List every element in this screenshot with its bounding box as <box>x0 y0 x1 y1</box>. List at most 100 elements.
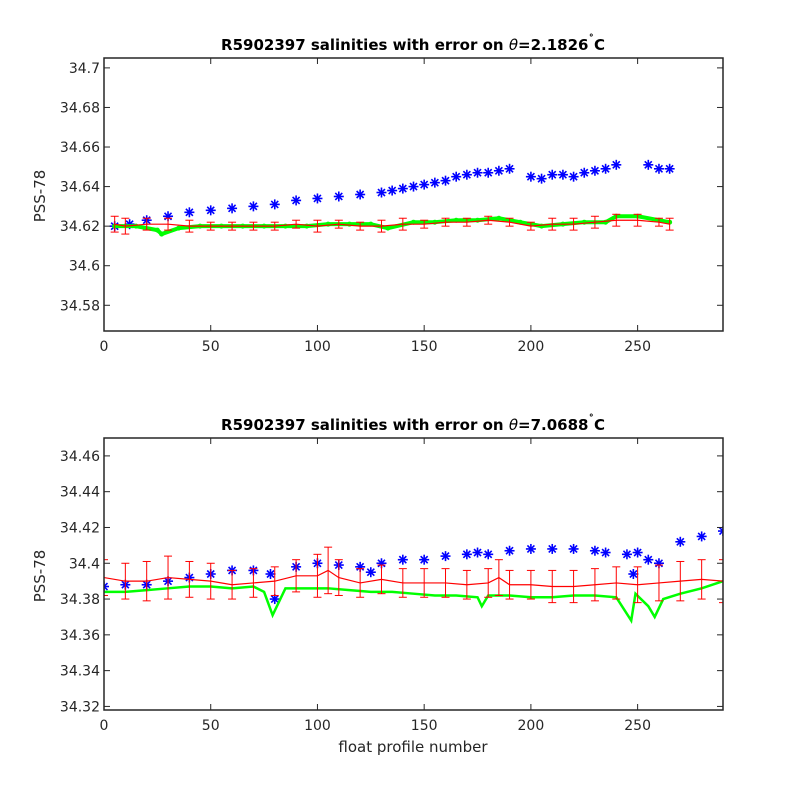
data-point <box>504 163 515 174</box>
data-point <box>365 567 376 578</box>
data-point <box>387 185 398 196</box>
axes-box <box>103 437 724 711</box>
data-point <box>579 167 590 178</box>
data-point <box>664 163 675 174</box>
x-axis-label: float profile number <box>338 738 488 756</box>
chart-title: R5902397 salinities with error on θ=2.18… <box>221 33 605 54</box>
x-tick-label: 150 <box>411 718 438 734</box>
x-tick-label: 50 <box>202 339 220 355</box>
y-tick-label: 34.44 <box>60 485 100 501</box>
x-tick-label: 100 <box>304 718 331 734</box>
data-point <box>408 181 419 192</box>
error-bar <box>185 560 194 598</box>
error-bar <box>505 217 514 227</box>
data-point <box>472 547 483 558</box>
y-axis-label: PSS-78 <box>31 550 49 603</box>
data-point <box>291 195 302 206</box>
x-tick-label: 150 <box>411 339 438 355</box>
error-bar <box>441 217 450 227</box>
error-bar <box>164 217 173 231</box>
plot-area <box>104 58 723 331</box>
error-bar <box>206 562 215 600</box>
data-point <box>600 163 611 174</box>
data-point <box>472 167 483 178</box>
data-point <box>184 207 195 218</box>
error-bar <box>654 564 663 602</box>
data-point <box>154 227 160 233</box>
error-bar <box>313 219 322 233</box>
chart-title: R5902397 salinities with error on θ=7.06… <box>221 413 605 434</box>
y-tick-label: 34.42 <box>60 520 100 536</box>
data-point <box>632 547 643 558</box>
error-bar <box>612 566 621 600</box>
error-bar <box>377 219 386 233</box>
error-bar <box>590 568 599 602</box>
error-bar <box>377 564 386 595</box>
error-bar <box>633 566 642 604</box>
data-point <box>312 193 323 204</box>
data-point <box>269 199 280 210</box>
y-tick-label: 34.68 <box>60 100 100 116</box>
x-tick-label: 100 <box>304 339 331 355</box>
data-point <box>227 203 238 214</box>
data-point <box>557 169 568 180</box>
y-tick-label: 34.34 <box>60 664 100 680</box>
data-point <box>611 159 622 170</box>
error-bar <box>484 215 493 225</box>
data-point <box>385 225 391 231</box>
error-bar <box>654 217 663 227</box>
data-point <box>493 165 504 176</box>
error-bar <box>569 569 578 604</box>
error-bar <box>526 569 535 600</box>
data-point <box>333 191 344 202</box>
error-bar <box>356 221 365 231</box>
error-bar <box>164 555 173 600</box>
data-point <box>504 545 515 556</box>
data-point <box>451 171 462 182</box>
data-point <box>419 554 430 565</box>
error-bar <box>121 562 130 600</box>
error-bar <box>548 569 557 604</box>
data-point <box>653 163 664 174</box>
error-bar <box>110 215 119 233</box>
error-bar <box>270 221 279 231</box>
error-bar <box>249 568 258 598</box>
y-tick-label: 34.64 <box>60 180 100 196</box>
error-bar <box>121 217 130 235</box>
error-bar <box>494 559 503 596</box>
x-tick-label: 0 <box>100 718 109 734</box>
error-bar <box>334 219 343 229</box>
error-bar <box>612 213 621 227</box>
error-bar <box>484 568 493 598</box>
data-point <box>643 159 654 170</box>
y-tick-label: 34.36 <box>60 628 100 644</box>
error-series-line <box>104 569 723 588</box>
error-bar <box>441 568 450 598</box>
error-bar <box>292 219 301 229</box>
error-bar <box>185 219 194 233</box>
error-bar <box>104 559 108 596</box>
error-bar <box>697 559 706 600</box>
error-bar <box>569 217 578 231</box>
data-point <box>621 549 632 560</box>
data-point <box>461 169 472 180</box>
data-point <box>355 189 366 200</box>
error-bar <box>676 560 685 602</box>
y-tick-label: 34.58 <box>60 298 100 314</box>
error-bar <box>398 217 407 231</box>
error-bar <box>526 221 535 231</box>
bottom-panel: R5902397 salinities with error on θ=7.06… <box>31 413 724 756</box>
data-point <box>419 179 430 190</box>
error-bar <box>292 559 301 593</box>
error-series-line <box>114 219 670 227</box>
data-point <box>429 177 440 188</box>
error-bar <box>505 569 514 600</box>
error-bar <box>633 213 642 227</box>
x-tick-label: 200 <box>518 718 545 734</box>
data-point <box>496 215 502 221</box>
error-bar <box>228 569 237 600</box>
error-bar <box>249 221 258 231</box>
data-point <box>568 171 579 182</box>
data-point <box>376 187 387 198</box>
y-tick-label: 34.66 <box>60 140 100 156</box>
